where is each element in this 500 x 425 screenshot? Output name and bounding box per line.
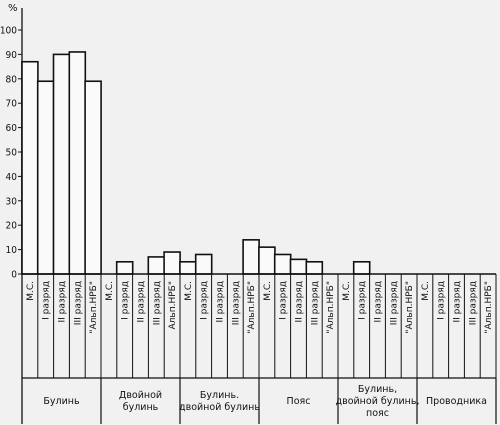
bar-category-label: III разряд	[231, 281, 241, 325]
group-label: Проводника	[426, 396, 487, 407]
bar-category-label: I разряд	[358, 281, 368, 320]
bar-category-label: II разряд	[374, 281, 384, 323]
bar	[21, 60, 39, 275]
bars-layer	[21, 51, 371, 275]
bar-category-label: III разряд	[310, 281, 320, 325]
group-label-line: пояс	[366, 408, 389, 419]
group-label-line: Пояс	[287, 396, 311, 407]
bar-labels-layer: М.С. I разряд II разряд III разряд "Альп.НРБ…	[26, 281, 494, 334]
group-label: Булинь	[43, 396, 80, 407]
bar	[305, 260, 324, 275]
bar-category-label: "Альп.НРБ"	[326, 281, 336, 334]
group-label: Булинь, двойной булинь, пояс	[336, 384, 420, 419]
group-label-line: Булинь,	[358, 384, 397, 395]
bar-category-label: II разряд	[137, 281, 147, 323]
bar-category-label: "Альп.НРБ"	[484, 281, 494, 334]
y-axis-ticks: 0 10 20 30 40 50 60 70 80 90 100	[0, 26, 22, 281]
bar	[273, 253, 292, 275]
bar-category-label: "Альп.НРБ"	[405, 281, 415, 334]
bar	[52, 53, 71, 275]
group-label-line: двойной булинь,	[336, 396, 420, 407]
bar	[36, 80, 55, 275]
y-tick-label: 20	[6, 221, 18, 232]
bar	[179, 260, 197, 275]
bar	[289, 258, 308, 275]
group-label: Двойной булинь	[119, 390, 162, 413]
group-label-line: двойной булинь	[179, 402, 260, 413]
bar-category-label: М.С.	[105, 281, 115, 301]
bar	[147, 256, 166, 275]
bar	[84, 80, 102, 275]
bar	[242, 239, 260, 275]
bar-category-label: М.С.	[421, 281, 431, 301]
bar	[115, 260, 134, 275]
group-label-line: булинь	[123, 402, 159, 413]
bar-category-label: Альп.НРБ"	[168, 281, 178, 329]
group-label-line: Проводника	[426, 396, 487, 407]
bar	[194, 253, 213, 275]
bar-category-label: М.С.	[263, 281, 273, 301]
bar-category-label: М.С.	[184, 281, 194, 301]
y-tick-label: 70	[6, 99, 18, 110]
bar-category-label: II разряд	[295, 281, 305, 323]
y-tick-label: 80	[6, 74, 18, 85]
y-tick-label: 30	[6, 196, 18, 207]
bar-category-label: III разряд	[468, 281, 478, 325]
bar-category-label: II разряд	[453, 281, 463, 323]
bar	[352, 260, 371, 275]
bar-category-label: I разряд	[279, 281, 289, 320]
y-tick-label: 50	[6, 148, 18, 159]
y-tick-label: 10	[6, 245, 18, 256]
group-label: Булинь. двойной булинь	[179, 390, 260, 413]
bar-category-label: I разряд	[437, 281, 447, 320]
bar-category-label: "Альп.НРБ"	[247, 281, 257, 334]
bar-category-label: I разряд	[121, 281, 131, 320]
bar-category-label: III разряд	[389, 281, 399, 325]
y-tick-label: 40	[6, 172, 18, 183]
bar-category-label: I разряд	[200, 281, 210, 320]
y-tick-label: 90	[6, 50, 18, 61]
bar-category-label: III разряд	[73, 281, 83, 325]
y-tick-label: 100	[0, 26, 17, 37]
y-tick-label: 0	[11, 270, 17, 281]
bar	[258, 246, 276, 275]
bar-category-label: II разряд	[216, 281, 226, 323]
axis-lines	[21, 8, 497, 424]
bar-category-label: I разряд	[42, 281, 52, 320]
y-tick-label: 60	[6, 123, 18, 134]
group-label-line: Булинь	[43, 396, 80, 407]
group-label: Пояс	[287, 396, 311, 407]
bar-category-label: III разряд	[152, 281, 162, 325]
bar-category-label: II разряд	[58, 281, 68, 323]
bar-category-label: "Альп.НРБ"	[89, 281, 99, 334]
y-axis-unit-label: %	[8, 3, 18, 14]
group-label-line: Булинь.	[200, 390, 239, 401]
bar	[68, 51, 87, 275]
group-label-line: Двойной	[119, 390, 162, 401]
bar-category-label: М.С.	[342, 281, 352, 301]
bar	[163, 251, 181, 275]
bar-category-label: М.С.	[26, 281, 36, 301]
